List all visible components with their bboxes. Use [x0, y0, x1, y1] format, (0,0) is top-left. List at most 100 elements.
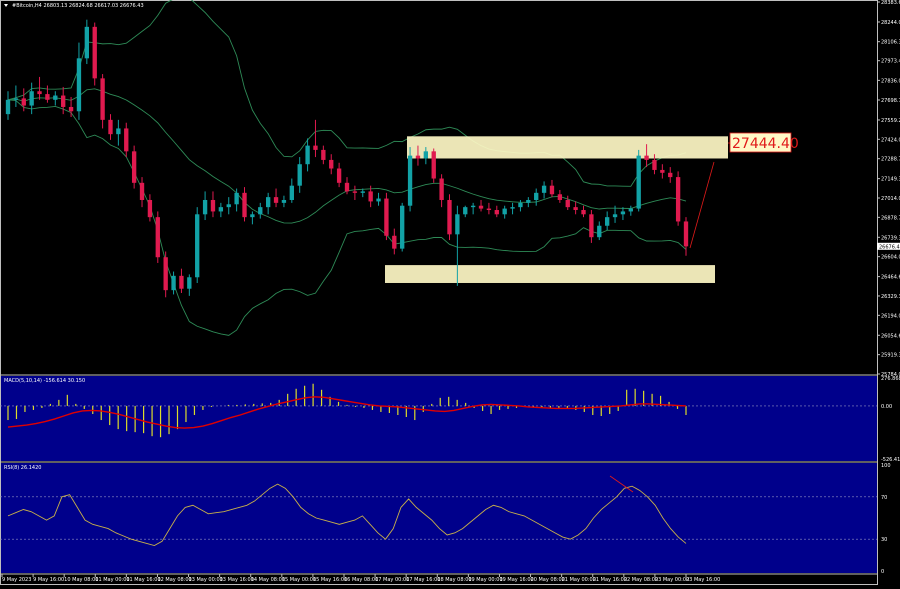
x-tick-label: 11 May 00:00 [95, 577, 129, 583]
candle-body [628, 208, 633, 212]
candle-body [447, 199, 452, 235]
x-tick-label: 13 May 00:00 [189, 577, 223, 583]
candle-body [463, 207, 468, 215]
price-label-box [729, 132, 792, 153]
candle-body [68, 106, 74, 112]
x-tick-label: 17 May 00:00 [375, 577, 409, 583]
candle-body [620, 211, 626, 215]
y-tick-label: 25784.00 [881, 372, 900, 378]
symbol-header: #Bitcoin,H4 26803.13 26824.68 26617.03 2… [12, 3, 144, 9]
candle-body [400, 205, 405, 249]
candle-body [336, 168, 342, 183]
y-tick-label: 26878.70 [881, 215, 900, 221]
macd-label: MACD(5,10,14) -156.614 30.150 [4, 378, 86, 384]
y-tick-label: 28244.00 [881, 20, 900, 26]
menu-caret-icon [4, 4, 8, 7]
candle-body [155, 217, 160, 258]
current-price-tag: 26676.43 [879, 244, 900, 250]
y-tick-label: 25919.30 [881, 353, 900, 359]
candle-body [273, 197, 279, 203]
candle-body [565, 199, 570, 208]
candle-body [139, 182, 145, 200]
y-tick-label: 26194.00 [881, 313, 900, 319]
y-tick-label: 27973.40 [881, 59, 900, 65]
candle-body [226, 204, 231, 208]
candle-body [675, 177, 681, 222]
candle-body [612, 214, 618, 218]
candle-body [470, 205, 476, 208]
candle-body [124, 128, 129, 152]
candle-body [352, 191, 358, 193]
candle-body [549, 185, 555, 195]
candle-body [92, 26, 97, 79]
candle-body [5, 99, 11, 115]
macd-panel [0, 376, 877, 461]
candle-body [45, 94, 50, 100]
candle-body [242, 192, 247, 218]
x-tick-label: 11 May 16:00 [126, 577, 160, 583]
candle-body [486, 208, 492, 211]
x-tick-label: 17 May 16:00 [406, 577, 440, 583]
zone-rect [407, 136, 728, 159]
candle-body [37, 91, 42, 95]
candle-body [573, 207, 578, 211]
candle-body [534, 192, 539, 200]
x-tick-label: 15 May 16:00 [313, 577, 347, 583]
candle-body [61, 95, 66, 107]
candle-body [526, 199, 531, 203]
macd-tick-label: 276.868 [881, 376, 900, 382]
candle-body [683, 221, 689, 247]
candle-body [21, 98, 26, 106]
candle-body [644, 155, 649, 160]
y-tick-label: 26739.30 [881, 235, 900, 241]
y-tick-label: 27836.00 [881, 78, 900, 84]
candle-body [321, 149, 326, 160]
candle-body [604, 217, 610, 226]
rsi-tick-label: 100 [881, 463, 891, 469]
bollinger-lower [7, 99, 687, 336]
candle-body [360, 191, 365, 193]
candle-body [76, 58, 82, 112]
macd-tick-label: -526.414 [881, 457, 900, 463]
candle-body [187, 277, 192, 289]
macd-tick-label: 0.00 [881, 404, 892, 410]
x-tick-label: 21 May 00:00 [562, 577, 596, 583]
candle-body [502, 208, 507, 215]
candle-body [258, 207, 263, 215]
candle-body [202, 199, 208, 215]
candle-body [131, 151, 137, 183]
y-tick-label: 27014.00 [881, 196, 900, 202]
candle-body [163, 257, 168, 291]
x-tick-label: 20 May 08:00 [531, 577, 565, 583]
y-tick-label: 26054.60 [881, 333, 900, 339]
candle-body [53, 95, 58, 100]
candle-body [289, 185, 294, 200]
candle-body [510, 207, 515, 209]
candle-body [265, 197, 271, 208]
rsi-divergence-line [609, 475, 634, 493]
candle-body [234, 192, 239, 205]
candle-body [431, 151, 436, 179]
x-tick-label: 13 May 16:00 [220, 577, 254, 583]
price-label: 27444.40 [732, 136, 799, 152]
y-tick-label: 26329.30 [881, 294, 900, 300]
y-tick-label: 27559.20 [881, 118, 900, 124]
candle-body [384, 198, 389, 236]
candle-body [392, 235, 397, 249]
candle-body [636, 155, 641, 209]
candle-body [305, 145, 310, 165]
candle-body [581, 210, 586, 215]
candle-body [589, 214, 594, 238]
candle-body [478, 205, 484, 209]
rsi-tick-label: 0 [881, 569, 884, 575]
candle-body [376, 198, 381, 202]
candle-body [439, 178, 444, 200]
candle-body [494, 210, 499, 215]
candle-body [108, 119, 113, 135]
x-tick-label: 19 May 16:00 [499, 577, 533, 583]
x-tick-label: 15 May 00:00 [282, 577, 316, 583]
rsi-tick-label: 30 [881, 537, 887, 543]
bollinger-upper [7, 0, 687, 187]
candle-body [210, 199, 216, 212]
